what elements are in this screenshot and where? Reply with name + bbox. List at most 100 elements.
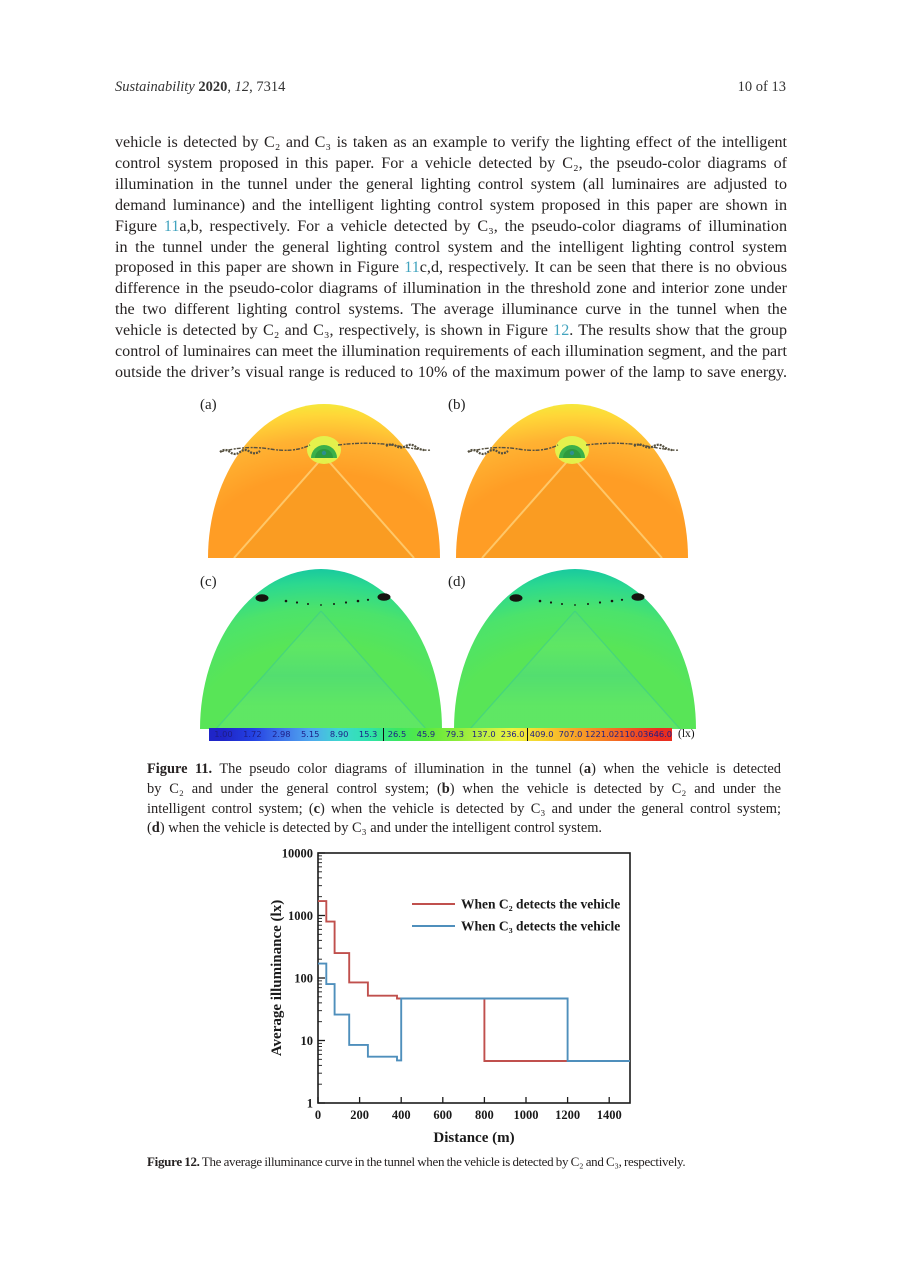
text-segment: , bbox=[227, 79, 235, 95]
x-axis-title: Distance (m) bbox=[433, 1130, 514, 1146]
plot-frame bbox=[317, 852, 631, 1104]
colorbar-divider bbox=[527, 728, 529, 741]
figure11-panel-label-b: (b) bbox=[448, 397, 466, 413]
text-segment: ) when the vehicle is detected by C₃ and… bbox=[159, 820, 603, 837]
colorbar-labels: 1.00 1.72 2.98 5.15 8.90 15.3 26.5 45.9 79.3 137.… bbox=[209, 728, 672, 741]
colorbar-tick-label: 2110.0 bbox=[614, 729, 644, 739]
text-segment: the two different lighting control syste… bbox=[115, 301, 787, 319]
text-segment: ( bbox=[147, 820, 152, 837]
legend-label: When C₃ detects the vehicle bbox=[461, 919, 620, 934]
colorbar-tick-label: 45.9 bbox=[416, 729, 436, 739]
text-segment: 2020 bbox=[198, 79, 228, 95]
figure12-chart: 0 200 400 600 800 1000 1200 1400 1 10 100 1000 10000… bbox=[268, 845, 640, 1152]
text-segment: Sustainability bbox=[115, 79, 199, 95]
text-segment: vehicle is detected by C₂ and C₃ is take… bbox=[115, 134, 787, 151]
text-segment: , 7314 bbox=[249, 79, 286, 95]
figure12-caption: Figure 12. The average illuminance curve… bbox=[147, 1152, 772, 1172]
y-axis-title: Average illuminance (lx) bbox=[269, 900, 285, 1056]
tunnel-pseudocolor-warm bbox=[456, 404, 688, 559]
colorbar-tick-label: 5.15 bbox=[300, 729, 320, 739]
y-tick-label: 10 bbox=[301, 1034, 314, 1048]
tunnel-pseudocolor-cool bbox=[200, 569, 442, 730]
y-tick-label: 10000 bbox=[282, 847, 313, 861]
text-segment: Figure bbox=[115, 217, 164, 235]
text-segment: control of luminaires can meet the illum… bbox=[115, 343, 787, 361]
colorbar-divider bbox=[382, 728, 384, 741]
body-line: demand luminance) and the intelligent li… bbox=[115, 196, 787, 217]
journal-citation: Sustainability 2020, 12, 7314 bbox=[115, 79, 285, 96]
figure11-caption-line: by C₂ and under the general control syst… bbox=[147, 780, 781, 800]
x-tick-label: 1200 bbox=[555, 1108, 580, 1122]
text-segment: b bbox=[441, 780, 450, 797]
colorbar-tick-label: 1.00 bbox=[214, 729, 233, 739]
series-line-c3 bbox=[318, 962, 630, 1062]
figure-ref-link[interactable]: 11 bbox=[404, 259, 420, 277]
colorbar-tick-label: 15.3 bbox=[358, 729, 378, 739]
colorbar-tick-label: 3646.0 bbox=[643, 729, 673, 739]
body-paragraph: vehicle is detected by C₂ and C₃ is take… bbox=[115, 133, 787, 384]
figure11-caption-line: (d) when the vehicle is detected by C₃ a… bbox=[147, 819, 781, 839]
body-line: vehicle is detected by C₂ and C₃, respec… bbox=[115, 321, 787, 342]
colorbar-tick-label: 1221.0 bbox=[584, 729, 615, 739]
text-segment: outside the driver’s visual range is red… bbox=[115, 363, 787, 381]
text-segment: c bbox=[313, 800, 320, 817]
series-line-c2 bbox=[318, 900, 630, 1062]
y-tick-label: 1 bbox=[307, 1097, 313, 1111]
figure11-panel-label-a: (a) bbox=[200, 397, 217, 413]
y-tick-label: 100 bbox=[294, 972, 313, 986]
figure11-panel-label-d: (d) bbox=[448, 574, 466, 590]
page-number: 10 of 13 bbox=[737, 79, 786, 95]
illuminance-colorbar: 1.00 1.72 2.98 5.15 8.90 15.3 26.5 45.9 79.3 137.… bbox=[209, 727, 709, 743]
body-line: illumination in the tunnel under the gen… bbox=[115, 175, 787, 196]
figure11-panel-label-c: (c) bbox=[200, 574, 217, 590]
body-line: outside the driver’s visual range is red… bbox=[115, 363, 787, 384]
x-tick-label: 1000 bbox=[514, 1108, 539, 1122]
x-tick-label: 1400 bbox=[597, 1108, 622, 1122]
text-segment: a bbox=[583, 761, 592, 777]
x-tick-label: 800 bbox=[475, 1108, 494, 1122]
colorbar-tick-label: 409.0 bbox=[529, 729, 554, 739]
text-segment: c,d, respectively. It can be seen that t… bbox=[419, 259, 787, 277]
text-segment: d bbox=[151, 820, 160, 837]
text-segment: a,b, respectively. For a vehicle detecte… bbox=[179, 217, 787, 235]
colorbar-tick-label: 8.90 bbox=[329, 729, 349, 739]
y-tick-label: 1000 bbox=[288, 909, 313, 923]
tunnel-pseudocolor-warm bbox=[208, 404, 440, 559]
figure11-caption-line: intelligent control system; (c) when the… bbox=[147, 800, 781, 820]
text-segment: The average illuminance curve in the tun… bbox=[199, 1154, 686, 1169]
colorbar-tick-label: 26.5 bbox=[387, 729, 407, 739]
figure11-caption-line: Figure 11. The pseudo color diagrams of … bbox=[147, 760, 781, 780]
x-tick-label: 600 bbox=[433, 1108, 452, 1122]
x-tick-label: 200 bbox=[350, 1108, 369, 1122]
colorbar-tick-label: 236.0 bbox=[500, 729, 525, 739]
body-line: control system proposed in this paper. F… bbox=[115, 154, 787, 175]
x-tick-label: 400 bbox=[392, 1108, 411, 1122]
text-segment: demand luminance) and the intelligent li… bbox=[115, 196, 787, 214]
text-segment: The pseudo color diagrams of illuminatio… bbox=[212, 761, 584, 777]
text-segment: intelligent control system; ( bbox=[147, 800, 314, 817]
text-segment: by C₂ and under the general control syst… bbox=[147, 780, 442, 797]
colorbar-tick-label: 707.0 bbox=[558, 729, 583, 739]
colorbar-unit: (lx) bbox=[678, 728, 695, 740]
figure11-image-d bbox=[452, 565, 698, 734]
figure-ref-link[interactable]: 12 bbox=[553, 322, 570, 340]
figure11-image-a bbox=[206, 400, 442, 563]
page-header: Sustainability 2020, 12, 7314 10 of 13 bbox=[115, 79, 786, 96]
colorbar-tick-label: 1.72 bbox=[243, 729, 262, 739]
body-line: the two different lighting control syste… bbox=[115, 300, 787, 321]
text-segment: . The results show that the group bbox=[569, 322, 787, 340]
figure-ref-link[interactable]: 11 bbox=[163, 217, 180, 235]
text-segment: 12 bbox=[234, 79, 250, 95]
legend-label: When C₂ detects the vehicle bbox=[461, 897, 620, 912]
colorbar-gradient bbox=[209, 728, 672, 741]
text-segment: illumination in the tunnel under the gen… bbox=[115, 175, 787, 193]
text-segment: Figure 11. bbox=[147, 761, 213, 777]
body-line: in the tunnel under the general lighting… bbox=[115, 238, 787, 259]
text-segment: in the tunnel under the general lighting… bbox=[115, 238, 787, 256]
colorbar-tick-label: 79.3 bbox=[445, 729, 465, 739]
tunnel-pseudocolor-cool bbox=[454, 569, 696, 730]
text-segment: vehicle is detected by C₂ and C₃, respec… bbox=[115, 322, 554, 340]
figure11-caption: Figure 11. The pseudo color diagrams of … bbox=[147, 760, 781, 839]
figure11-image-c bbox=[198, 565, 444, 734]
